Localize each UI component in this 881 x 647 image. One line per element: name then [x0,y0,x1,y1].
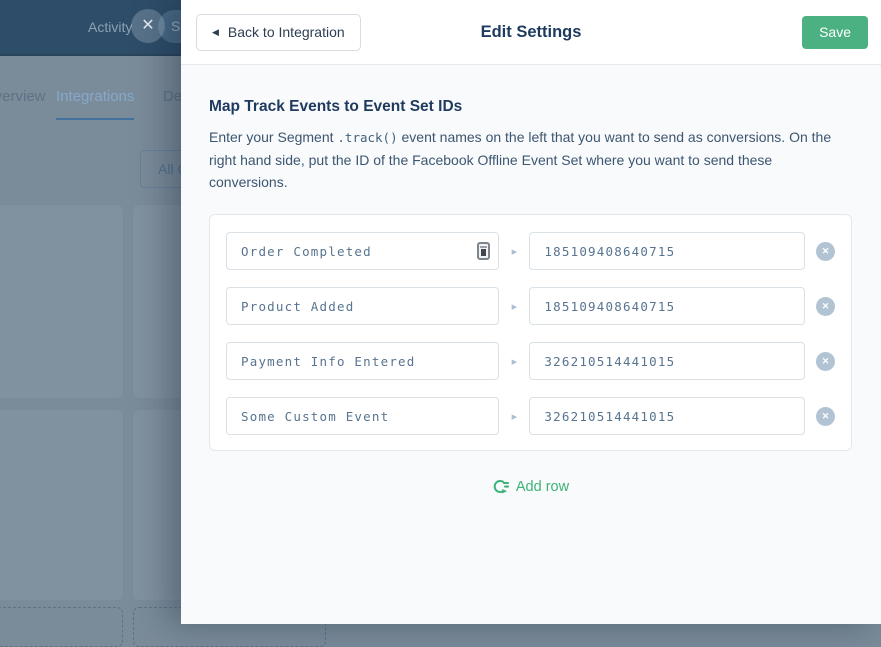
edit-settings-panel: ◀ Back to Integration Edit Settings Save… [181,0,881,624]
event-set-id-input[interactable] [529,342,805,380]
event-set-id-input[interactable] [529,287,805,325]
back-button-label: Back to Integration [227,24,345,40]
event-mapping-card: ▸ ✕ ▸ ✕ ▸ ✕ [209,214,852,451]
add-row-button[interactable]: Add row [492,478,569,495]
autofill-icon[interactable] [477,242,491,260]
mapping-row: ▸ ✕ [226,397,835,435]
remove-row-icon[interactable]: ✕ [816,351,835,371]
close-icon[interactable]: ✕ [131,9,165,43]
nav-activity-label[interactable]: Activity [88,19,133,35]
arrow-right-icon: ▸ [511,355,518,368]
integration-card-mixpanel[interactable]: mixpanel Mixpanel Live [0,410,123,600]
track-code-snippet: .track() [337,130,398,145]
save-button[interactable]: Save [802,15,868,49]
chevron-left-icon: ◀ [212,26,219,37]
panel-body: Map Track Events to Event Set IDs Enter … [181,65,881,495]
mapping-row: ▸ ✕ [226,342,835,380]
event-name-input[interactable] [226,397,500,435]
mapping-row: ▸ ✕ [226,287,835,325]
tab-overview[interactable]: Overview [0,88,46,105]
integration-placeholder-card [0,607,123,647]
description-text: Enter your Segment [209,129,338,145]
tab-integrations[interactable]: Integrations [56,88,135,120]
section-description: Enter your Segment .track() event names … [209,126,849,193]
remove-row-icon[interactable]: ✕ [816,241,835,261]
event-set-id-input[interactable] [529,397,805,435]
add-row-label: Add row [515,478,570,495]
event-set-id-input[interactable] [529,232,805,270]
integration-card-adwords[interactable]: AdWords Live [0,205,123,398]
arrow-right-icon: ▸ [511,410,518,423]
event-name-input-wrap [226,287,500,325]
mapping-row: ▸ ✕ [226,232,835,270]
remove-row-icon[interactable]: ✕ [816,296,835,316]
arrow-right-icon: ▸ [511,300,518,313]
event-name-input-wrap [226,232,500,270]
add-row-container: Add row [209,478,852,495]
event-name-input[interactable] [226,232,500,270]
panel-header: ◀ Back to Integration Edit Settings Save [181,0,881,65]
remove-row-icon[interactable]: ✕ [816,406,835,426]
event-name-input-wrap [226,342,500,380]
description-text: event names on the left that you want to… [209,129,832,190]
event-name-input-wrap [226,397,500,435]
add-row-icon [493,479,509,494]
event-name-input[interactable] [226,287,500,325]
section-heading: Map Track Events to Event Set IDs [209,98,463,115]
event-name-input[interactable] [226,342,500,380]
back-to-integration-button[interactable]: ◀ Back to Integration [196,13,361,51]
arrow-right-icon: ▸ [511,245,518,258]
